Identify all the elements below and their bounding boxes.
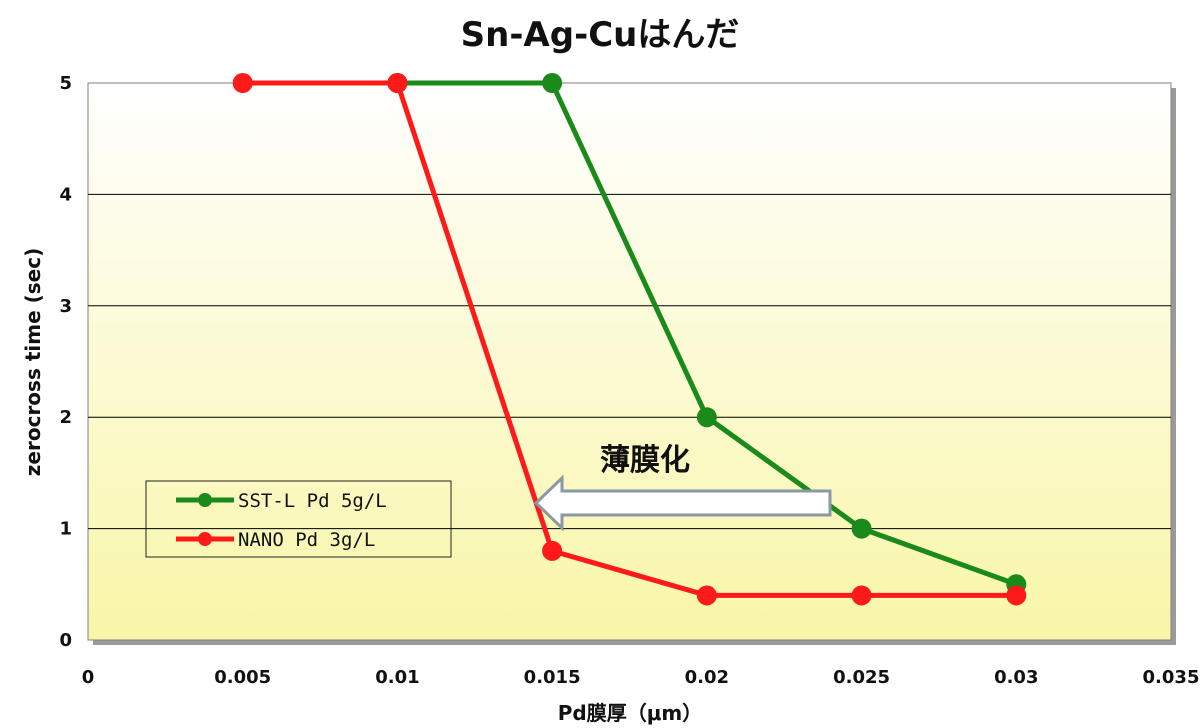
left-arrow-icon [533, 474, 832, 532]
x-tick-label: 0.01 [375, 667, 419, 688]
data-point [696, 407, 717, 428]
x-tick-label: 0.02 [685, 667, 729, 688]
data-point [387, 73, 408, 93]
x-tick-label: 0.015 [524, 667, 581, 688]
legend-label: NANO Pd 3g/L [238, 529, 375, 551]
data-point [696, 585, 717, 606]
legend-label: SST-L Pd 5g/L [238, 490, 387, 512]
x-axis-title: Pd膜厚（μm） [558, 701, 703, 725]
y-axis-title: zerocross time (sec) [21, 248, 45, 476]
x-tick-label: 0.025 [833, 667, 890, 688]
legend: SST-L Pd 5g/L NANO Pd 3g/L [145, 480, 452, 558]
data-point [851, 518, 872, 539]
y-tick-label: 3 [59, 296, 72, 317]
legend-swatch-marker [198, 493, 212, 507]
y-tick-label: 0 [59, 630, 72, 651]
chart-title: Sn-Ag-Cuはんだ [461, 15, 740, 55]
data-point [232, 73, 253, 93]
series-line [242, 80, 1017, 598]
annotation-text: 薄膜化 [600, 443, 690, 478]
data-point [851, 585, 872, 606]
plot-area [87, 82, 1172, 641]
y-tick-label: 5 [59, 73, 72, 94]
data-point [1006, 585, 1027, 606]
annotation: 薄膜化 [533, 443, 832, 532]
x-tick-label: 0 [82, 667, 95, 688]
legend-box [145, 480, 452, 558]
y-tick-labels: 0 1 2 3 4 5 [59, 73, 72, 651]
legend-items: SST-L Pd 5g/L NANO Pd 3g/L [176, 490, 387, 551]
y-tick-label: 4 [59, 184, 72, 205]
x-tick-labels: 0 0.005 0.01 0.015 0.02 0.025 0.03 0.035 [82, 667, 1200, 688]
y-tick-label: 2 [59, 407, 72, 428]
x-tick-label: 0.035 [1143, 667, 1200, 688]
data-point [542, 73, 563, 93]
legend-swatch-marker [198, 532, 212, 546]
gridlines [88, 193, 1171, 530]
data-point [542, 540, 563, 561]
series-markers [232, 73, 1027, 606]
y-tick-label: 1 [59, 519, 72, 540]
x-tick-label: 0.005 [214, 667, 271, 688]
x-tick-label: 0.03 [994, 667, 1038, 688]
